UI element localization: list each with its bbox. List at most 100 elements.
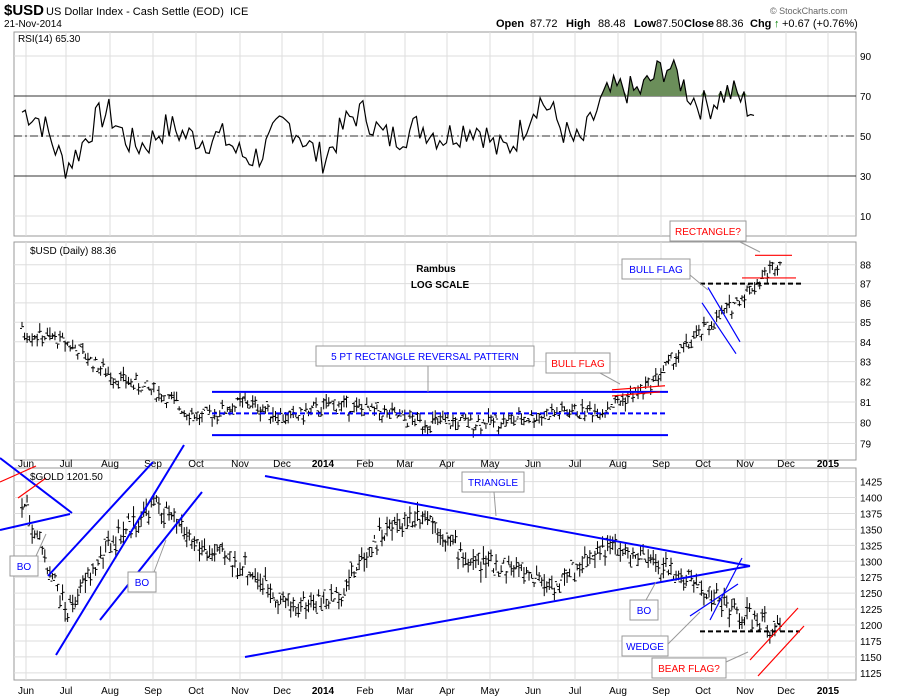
usd-y-tick-label: 88 [860, 261, 872, 272]
gold-y-tick-label: 1300 [860, 557, 883, 568]
usd-title: $USD (Daily) 88.36 [30, 246, 117, 257]
date-label: 21-Nov-2014 [4, 19, 62, 30]
gold-x-tick-label: Dec [777, 686, 795, 697]
gold-y-tick-label: 1275 [860, 573, 883, 584]
triangle-lower-line [244, 565, 751, 658]
chg-value: +0.67 (+0.76%) [782, 18, 858, 30]
gold-x-tick-label: Feb [356, 686, 374, 697]
gold-x-tick-label: Jun [525, 686, 541, 697]
gold-x-tick-label: Sep [652, 686, 670, 697]
rectangle-pattern-callout-box [315, 345, 535, 367]
rectangle-pattern-callout: 5 PT RECTANGLE REVERSAL PATTERN [331, 352, 519, 363]
axis-labels: Jun Jun Jul Jul Aug Aug Sep Sep Oct Oct Nov Nov Dec D… [18, 52, 883, 697]
bear-flag-line [749, 607, 799, 661]
bull-flag-channel [701, 302, 737, 355]
rectangle-question-callout: RECTANGLE? [675, 227, 741, 238]
close-value: 88.36 [716, 18, 744, 30]
rsi-line [21, 58, 755, 179]
low-label: Low [634, 18, 656, 30]
bear-flag-callout: BEAR FLAG? [658, 664, 720, 675]
usd-x-tick-label: May [481, 459, 500, 470]
gold-x-tick-label: Nov [736, 686, 754, 697]
usd-x-tick-label: Sep [652, 459, 670, 470]
wedge-line [709, 557, 743, 621]
gold-title: $GOLD 1201.50 [30, 472, 103, 483]
gold-y-tick-label: 1350 [860, 525, 883, 536]
bull-flag-pointer-2 [689, 274, 709, 291]
instrument-name: US Dollar Index - Cash Settle (EOD) [46, 6, 224, 18]
triangle-pointer [493, 491, 497, 517]
gold-x-tick-label: Nov [231, 686, 249, 697]
bull-flag-channel [707, 287, 741, 343]
usd-y-tick-label: 80 [860, 419, 872, 430]
rsi-title: RSI(14) 65.30 [18, 34, 81, 45]
triangle-callout: TRIANGLE [468, 478, 518, 489]
usd-x-tick-label: Jul [569, 459, 582, 470]
high-label: High [566, 18, 591, 30]
high-value: 88.48 [598, 18, 626, 30]
rambus-label: Rambus [416, 264, 456, 275]
rsi-panel [13, 31, 857, 237]
bo-callout-2-box [127, 571, 157, 593]
usd-y-tick-label: 81 [860, 398, 872, 409]
triangle-callout-box [461, 471, 525, 493]
bull-flag-callout: BULL FLAG [551, 359, 605, 370]
usd-series [20, 260, 782, 438]
gold-y-tick-label: 1175 [860, 637, 882, 648]
usd-y-tick-label: 79 [860, 439, 872, 450]
gold-x-tick-label: Oct [188, 686, 204, 697]
rsi-y-tick-label: 50 [860, 132, 872, 143]
exchange-label: ICE [230, 6, 248, 18]
usd-x-tick-label: Apr [439, 459, 455, 470]
bear-flag-callout-box [651, 657, 727, 679]
gold-x-tick-label: Mar [396, 686, 414, 697]
usd-x-tick-label: Jun [18, 459, 34, 470]
usd-x-tick-label: 2015 [817, 459, 840, 470]
bo-pointer-2 [153, 539, 167, 573]
bull-flag-line [611, 385, 666, 391]
gold-x-tick-label: 2014 [312, 686, 335, 697]
bull-flag-callout-2: BULL FLAG [629, 265, 683, 276]
rsi-y-tick-label: 70 [860, 92, 872, 103]
usd-y-tick-label: 85 [860, 318, 872, 329]
usd-y-tick-label: 86 [860, 299, 872, 310]
usd-x-tick-label: Nov [231, 459, 249, 470]
rsi-y-tick-label: 30 [860, 172, 872, 183]
usd-x-tick-label: Sep [144, 459, 162, 470]
gold-channel [47, 461, 154, 577]
gold-x-tick-label: Aug [609, 686, 627, 697]
gold-x-tick-label: Dec [273, 686, 291, 697]
usd-x-tick-label: Mar [396, 459, 414, 470]
gold-y-tick-label: 1250 [860, 589, 883, 600]
gold-y-tick-label: 1375 [860, 509, 883, 520]
bo-callout-3-box [629, 599, 659, 621]
gold-x-tick-label: Sep [144, 686, 162, 697]
usd-y-tick-label: 84 [860, 338, 872, 349]
rsi-overbought-fill [22, 60, 754, 96]
bo-callout-1-box [9, 555, 39, 577]
usd-x-tick-label: Feb [356, 459, 374, 470]
bo-callout-3: BO [637, 606, 652, 617]
usd-x-tick-label: Aug [609, 459, 627, 470]
gold-y-tick-label: 1325 [860, 541, 883, 552]
rsi-series [21, 58, 755, 179]
gold-y-tick-label: 1200 [860, 621, 883, 632]
gold-x-tick-label: Aug [101, 686, 119, 697]
gold-x-tick-label: Jun [18, 686, 34, 697]
rectangle-question-callout-box [669, 220, 747, 242]
gold-x-tick-label: 2015 [817, 686, 840, 697]
usd-x-tick-label: Dec [777, 459, 795, 470]
low-value: 87.50 [656, 18, 684, 30]
usd-x-tick-label: Dec [273, 459, 291, 470]
gold-x-tick-label: May [481, 686, 500, 697]
log-scale-label: LOG SCALE [411, 280, 470, 291]
gold-red-line [0, 465, 37, 483]
usd-x-tick-label: Jul [60, 459, 73, 470]
trendline-annotations: Rambus LOG SCALE 5 PT RECTANGLE REVERSAL P… [0, 220, 805, 679]
gold-y-tick-label: 1400 [860, 494, 883, 505]
usd-x-tick-label: 2014 [312, 459, 335, 470]
gold-channel [99, 491, 203, 621]
bear-flag-line [757, 625, 805, 677]
bull-flag-pointer [599, 372, 621, 385]
